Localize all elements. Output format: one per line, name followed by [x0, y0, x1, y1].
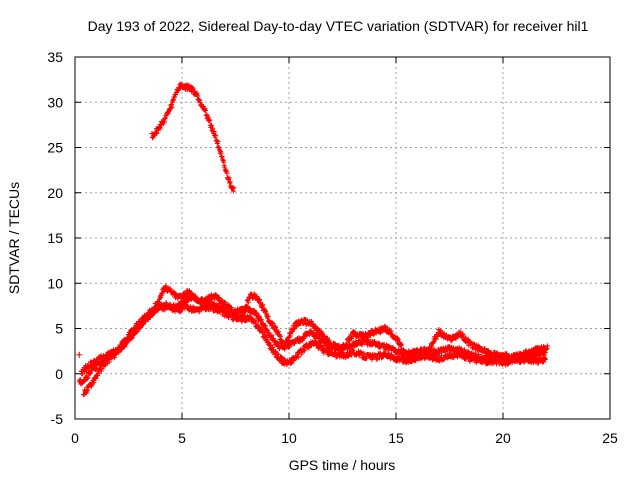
- x-tick-label: 25: [602, 430, 618, 446]
- x-tick-label: 15: [388, 430, 404, 446]
- series-isolated-points: [76, 351, 83, 358]
- data-point: [261, 322, 267, 328]
- data-point: [119, 346, 125, 352]
- data-point: [260, 302, 266, 308]
- data-point: [224, 170, 230, 176]
- data-point: [365, 334, 371, 340]
- data-point: [95, 360, 101, 366]
- data-point: [242, 308, 248, 314]
- data-point: [245, 299, 251, 305]
- data-point: [154, 130, 160, 136]
- data-point: [344, 341, 350, 347]
- data-point: [269, 332, 275, 338]
- y-axis-label: SDTVAR / TECUs: [6, 182, 22, 294]
- data-point: [85, 375, 91, 381]
- data-point: [208, 122, 214, 128]
- y-tick-label: 30: [47, 94, 63, 110]
- y-tick-label: 10: [47, 275, 63, 291]
- data-point: [279, 354, 285, 360]
- axis-ticks: 0 5 10 15 20 25 -5 0 5 10 15 20 25 30 35: [47, 49, 618, 446]
- data-point: [227, 179, 233, 185]
- data-point: [462, 334, 468, 340]
- data-point: [398, 342, 404, 348]
- y-tick-label: 20: [47, 185, 63, 201]
- data-point: [270, 321, 276, 327]
- data-point: [169, 104, 175, 110]
- x-tick-label: 20: [495, 430, 511, 446]
- data-point: [135, 328, 141, 334]
- data-points: [76, 81, 550, 398]
- y-tick-label: -5: [51, 411, 64, 427]
- data-point: [296, 354, 302, 360]
- x-tick-label: 5: [178, 430, 186, 446]
- data-point: [269, 344, 275, 350]
- chart-title: Day 193 of 2022, Sidereal Day-to-day VTE…: [88, 18, 589, 34]
- series-track-c: [78, 300, 548, 377]
- data-point: [265, 313, 271, 319]
- series-track-b: [81, 283, 550, 398]
- y-tick-label: 0: [55, 366, 63, 382]
- series-high-track: [149, 81, 237, 194]
- data-point: [106, 359, 112, 365]
- data-point: [544, 343, 550, 349]
- y-tick-label: 5: [55, 321, 63, 337]
- data-point: [226, 175, 232, 181]
- data-point: [231, 185, 237, 191]
- data-point: [244, 303, 250, 309]
- grid: [75, 57, 610, 419]
- data-point: [138, 324, 144, 330]
- data-point: [361, 350, 367, 356]
- data-point: [291, 326, 297, 332]
- data-point: [215, 139, 221, 145]
- data-point: [277, 333, 283, 339]
- data-point: [222, 300, 228, 306]
- data-point: [190, 86, 196, 92]
- y-tick-label: 15: [47, 230, 63, 246]
- data-point: [207, 117, 213, 123]
- plot-frame: [74, 56, 611, 420]
- data-point: [76, 351, 83, 358]
- data-point: [282, 346, 288, 352]
- data-point: [458, 346, 464, 352]
- data-point: [258, 317, 264, 323]
- data-point: [540, 349, 546, 355]
- data-point: [203, 108, 209, 114]
- x-tick-label: 0: [71, 430, 79, 446]
- data-point: [213, 132, 219, 138]
- data-point: [541, 359, 547, 365]
- data-point: [275, 351, 281, 357]
- data-point: [482, 346, 488, 352]
- y-tick-label: 25: [47, 140, 63, 156]
- data-point: [273, 348, 279, 354]
- y-tick-label: 35: [47, 49, 63, 65]
- x-tick-label: 10: [281, 430, 297, 446]
- data-point: [425, 350, 431, 356]
- data-point: [542, 356, 548, 362]
- series-track-a: [76, 292, 548, 387]
- x-axis-label: GPS time / hours: [289, 457, 396, 473]
